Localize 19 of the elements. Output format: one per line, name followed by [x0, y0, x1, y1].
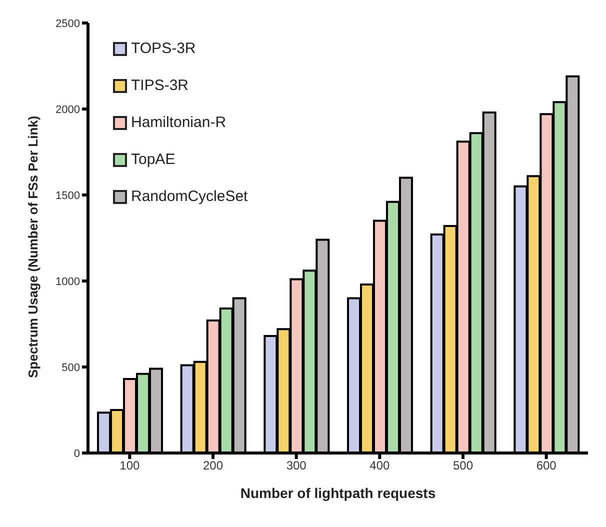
x-tick-label: 400	[370, 458, 390, 473]
x-tick-label: 100	[120, 458, 140, 473]
y-tick-label: 2500	[56, 18, 80, 30]
x-axis-title: Number of lightpath requests	[240, 485, 436, 501]
legend-label: RandomCycleSet	[131, 188, 248, 205]
legend-label: TIPS-3R	[131, 77, 189, 94]
x-tick-label: 300	[286, 458, 307, 473]
legend-label: TopAE	[131, 151, 176, 168]
y-tick-label: 0	[74, 448, 80, 460]
legend-label: TOPS-3R	[131, 40, 196, 57]
y-tick-label: 500	[62, 362, 80, 374]
x-tick-label: 600	[536, 458, 557, 473]
y-tick-label: 1000	[56, 276, 80, 288]
y-tick-label: 1500	[56, 190, 80, 202]
x-tick-label: 200	[202, 458, 224, 473]
y-axis-title: Spectrum Usage (Number of FSs Per Link)	[26, 116, 41, 378]
x-tick-label: 500	[452, 458, 474, 473]
legend-label: Hamiltonian-R	[131, 114, 226, 131]
y-tick-label: 2000	[56, 104, 80, 116]
